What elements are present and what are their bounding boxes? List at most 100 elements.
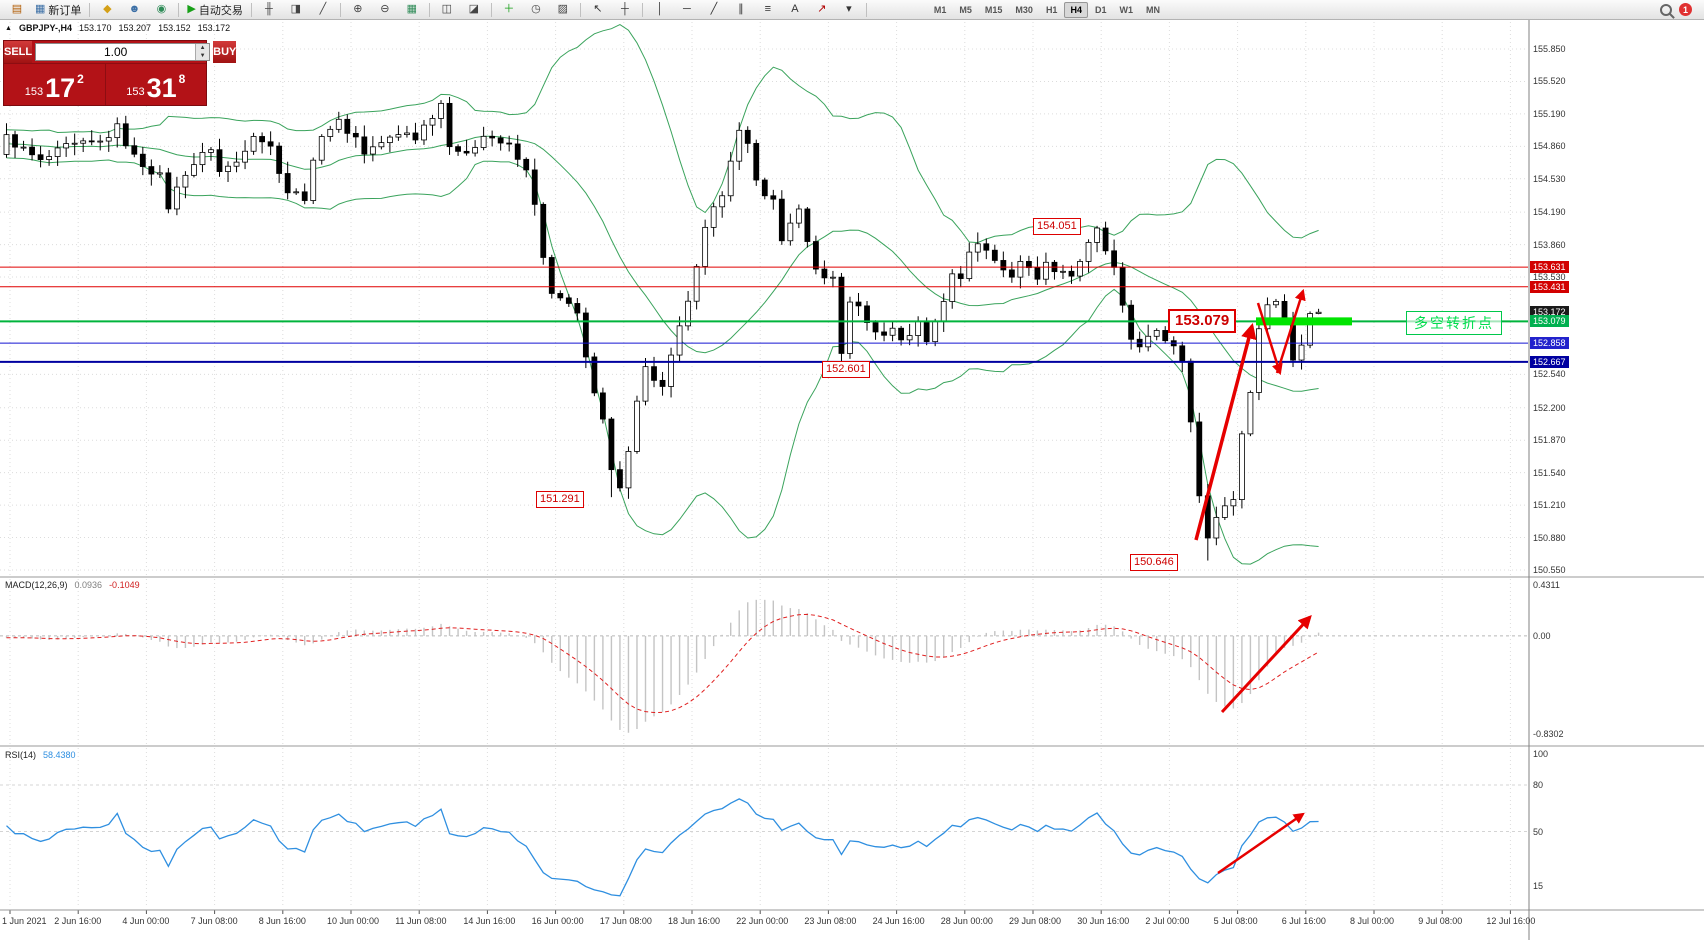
macd-scale-label: 0.00 (1533, 630, 1551, 641)
time-axis-label: 1 Jun 2021 (2, 916, 47, 926)
cascade-windows-button[interactable]: ◪ (461, 0, 487, 19)
trend-arrow-2[interactable] (1256, 302, 1283, 376)
text-button[interactable]: A (782, 0, 808, 19)
rsi-scale-label: 50 (1533, 826, 1544, 837)
toolbar-separator (428, 2, 430, 17)
buy-price-sup: 8 (178, 72, 186, 86)
price-annotation[interactable]: 153.079 (1168, 309, 1237, 333)
notification-badge[interactable]: 1 (1679, 3, 1692, 16)
vertical-line-icon: │ (656, 3, 664, 15)
channel-button[interactable]: ∥ (728, 0, 754, 19)
time-axis-label: 18 Jun 16:00 (668, 916, 721, 926)
symbol-info: ▲ GBPJPY-,H4 153.170 153.207 153.152 153… (5, 23, 230, 33)
bar-chart-type-button[interactable]: ╫ (256, 0, 282, 19)
timeframe-d1[interactable]: D1 (1094, 4, 1107, 15)
timeframe-m15[interactable]: M15 (984, 4, 1003, 15)
price-annotation[interactable]: 150.646 (1130, 554, 1178, 571)
vertical-line-button[interactable]: │ (647, 0, 673, 19)
fibonacci-button[interactable]: ≡ (755, 0, 781, 19)
price-axis-label: 151.870 (1533, 435, 1566, 446)
cursor-button[interactable]: ↖ (585, 0, 611, 19)
macd-header: MACD(12,26,9) 0.0936 -0.1049 (5, 580, 140, 590)
bar-chart-icon: ╫ (264, 3, 273, 15)
arrange-windows-icon: ◫ (441, 3, 453, 15)
price-annotation[interactable]: 152.601 (822, 361, 870, 378)
rsi-scale-label: 15 (1533, 880, 1544, 891)
time-axis-label: 7 Jun 08:00 (190, 916, 238, 926)
templates-icon: ▨ (557, 3, 569, 15)
templates-button[interactable]: ▨ (550, 0, 576, 19)
price-axis-label: 155.520 (1533, 76, 1566, 87)
candles-layer (3, 96, 1322, 561)
timeframe-m1[interactable]: M1 (933, 4, 947, 15)
horizontal-line-button[interactable]: ─ (674, 0, 700, 19)
timeframe-mn[interactable]: MN (1145, 4, 1160, 15)
symbol-name: GBPJPY-,H4 (18, 23, 72, 33)
indicators-button[interactable]: ＋ (496, 0, 522, 19)
line-chart-icon: ╱ (319, 3, 327, 15)
order-form-icon: ▦ (35, 3, 46, 15)
ohlc-high: 153.207 (118, 23, 152, 33)
timeframe-h4[interactable]: H4 (1064, 1, 1088, 18)
zoom-out-button[interactable]: ⊖ (372, 0, 398, 19)
zoom-in-icon: ⊕ (353, 3, 363, 15)
toolbar: ▤ ▦ 新订单 ◆ ☻ ◉ ▶ 自动交易 ╫ ◨ ╱ ⊕ ⊖ ▦ ◫ ◪ ＋ ◷ ▨ ↖ ┼ │ ─ ╱ ∥ ≡ A ↗ ▾ M1 M5 M1… (0, 0, 1704, 20)
price-axis-label: 150.880 (1533, 532, 1566, 543)
new-order-button[interactable]: ▦ 新订单 (31, 0, 85, 19)
buy-price-small: 153 (126, 86, 145, 98)
sell-button[interactable]: SELL (4, 41, 33, 63)
horizontal-grid-layer (0, 48, 1528, 571)
time-axis-label: 16 Jun 00:00 (531, 916, 584, 926)
trend-arrow-1[interactable] (1194, 322, 1257, 541)
collapse-triangle-icon[interactable]: ▲ (5, 24, 12, 32)
trend-arrow-5[interactable] (1217, 812, 1305, 875)
candlestick-type-button[interactable]: ◨ (283, 0, 309, 19)
cursor-arrow-icon: ↖ (593, 3, 603, 15)
rsi-scale-label: 100 (1533, 749, 1549, 759)
price-axis-label: 154.190 (1533, 207, 1566, 218)
line-chart-type-button[interactable]: ╱ (310, 0, 336, 19)
time-axis-label: 12 Jul 16:00 (1486, 916, 1536, 926)
crosshair-button[interactable]: ┼ (612, 0, 638, 19)
volume-up-icon[interactable]: ▲ (195, 44, 210, 52)
autotrading-button[interactable]: ▶ 自动交易 (183, 0, 246, 19)
price-annotation[interactable]: 151.291 (536, 491, 584, 508)
timeframe-h1[interactable]: H1 (1045, 4, 1058, 15)
rsi-header: RSI(14) 58.4380 (5, 750, 76, 760)
community-button[interactable]: ☻ (121, 0, 147, 19)
toolbar-separator (641, 2, 643, 17)
volume-input[interactable] (36, 44, 196, 60)
buy-price[interactable]: 153 31 8 (106, 64, 207, 105)
shapes-button[interactable]: ▾ (836, 0, 862, 19)
community-icon: ☻ (128, 3, 141, 15)
trendline-button[interactable]: ╱ (701, 0, 727, 19)
turning-point-note[interactable]: 多空转折点 (1406, 311, 1502, 335)
mql5-button[interactable]: ◆ (94, 0, 120, 19)
volume-stepper: ▲ ▼ (195, 44, 210, 60)
tile-windows-button[interactable]: ▦ (399, 0, 425, 19)
autotrading-play-icon: ▶ (187, 3, 196, 15)
zoom-in-button[interactable]: ⊕ (345, 0, 371, 19)
rsi-title: RSI(14) (5, 750, 37, 760)
arrows-button[interactable]: ↗ (809, 0, 835, 19)
indicators-plus-icon: ＋ (503, 3, 515, 15)
trend-arrows-layer[interactable] (1194, 288, 1312, 875)
trend-arrow-4[interactable] (1220, 615, 1312, 714)
mql5-icon: ◆ (103, 3, 112, 15)
timeframe-m30[interactable]: M30 (1015, 4, 1033, 15)
timeframe-w1[interactable]: W1 (1119, 4, 1133, 15)
trend-arrow-3[interactable] (1275, 288, 1306, 374)
new-chart-button[interactable]: ▤ (4, 0, 30, 19)
toolbar-separator (339, 2, 341, 17)
sell-price[interactable]: 153 17 2 (4, 64, 105, 105)
price-annotation[interactable]: 154.051 (1033, 218, 1081, 235)
buy-button[interactable]: BUY (213, 41, 237, 63)
arrange-windows-button[interactable]: ◫ (434, 0, 460, 19)
volume-down-icon[interactable]: ▼ (195, 52, 210, 60)
market-button[interactable]: ◉ (148, 0, 174, 19)
search-icon[interactable] (1660, 3, 1672, 16)
periods-button[interactable]: ◷ (523, 0, 549, 19)
timeframe-m5[interactable]: M5 (959, 4, 972, 15)
